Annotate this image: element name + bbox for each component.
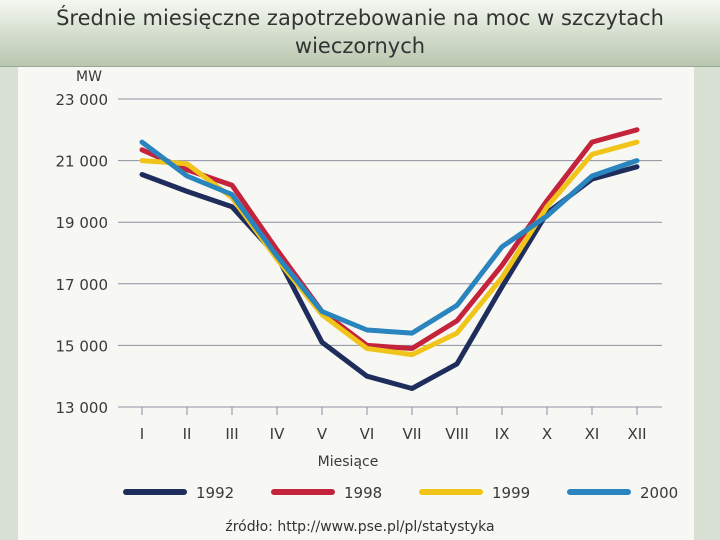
y-tick-label: 23 000 — [56, 91, 109, 109]
series-line-1999 — [139, 139, 640, 358]
y-tick-label: 15 000 — [56, 337, 109, 355]
x-tick-label: V — [317, 425, 328, 443]
legend-label-1992: 1992 — [196, 484, 234, 502]
x-tick-label: XI — [585, 425, 600, 443]
right-margin-band — [694, 67, 720, 540]
x-tick-label: I — [140, 425, 144, 443]
legend-label-1998: 1998 — [344, 484, 382, 502]
x-tick-label: IV — [270, 425, 285, 443]
series-line-2000 — [139, 139, 640, 336]
legend-label-1999: 1999 — [492, 484, 530, 502]
y-axis-title: MW — [76, 69, 102, 85]
source-note: źródło: http://www.pse.pl/pl/statystyka — [225, 519, 495, 535]
x-tick-label: III — [225, 425, 238, 443]
grid — [118, 98, 662, 408]
y-tick-label: 13 000 — [56, 399, 109, 417]
slide-title: Średnie miesięczne zapotrzebowanie na mo… — [56, 6, 664, 58]
x-tick-label: X — [542, 425, 552, 443]
y-axis: 23 000 21 000 19 000 17 000 15 000 13 000 — [56, 91, 109, 417]
x-axis: I II III IV V VI VII VIII IX X XI XII — [140, 407, 647, 443]
legend: 1992 1998 1999 2000 — [123, 484, 678, 502]
chart-panel: 23 000 21 000 19 000 17 000 15 000 13 000 I II… — [18, 67, 694, 540]
x-tick-label: VII — [402, 425, 421, 443]
y-tick-label: 19 000 — [56, 214, 109, 232]
left-margin-band — [0, 67, 18, 540]
series-line-1998 — [139, 127, 640, 351]
y-tick-label: 21 000 — [56, 153, 109, 171]
series-lines — [139, 127, 640, 391]
x-tick-label: XII — [627, 425, 646, 443]
x-axis-title: Miesiące — [318, 454, 379, 470]
y-tick-label: 17 000 — [56, 276, 109, 294]
x-tick-label: VI — [360, 425, 375, 443]
legend-label-2000: 2000 — [640, 484, 678, 502]
x-tick-label: II — [183, 425, 192, 443]
x-tick-label: VIII — [445, 425, 469, 443]
title-bar — [0, 0, 720, 67]
x-tick-label: IX — [495, 425, 510, 443]
